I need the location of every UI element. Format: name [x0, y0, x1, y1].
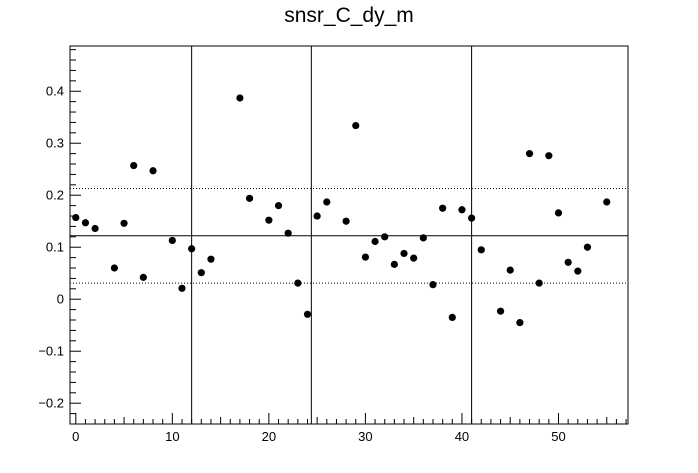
data-point	[574, 267, 582, 275]
data-point	[554, 209, 563, 217]
x-tick-label: 40	[455, 429, 469, 444]
data-point	[525, 150, 534, 158]
data-point	[361, 253, 370, 261]
x-tick-label: 10	[165, 429, 179, 444]
y-tick-label: 0.2	[46, 188, 64, 203]
data-point	[284, 229, 292, 237]
x-tick-label: 50	[551, 429, 565, 444]
chart-title: snsr_C_dy_m	[284, 4, 414, 27]
plot-frame	[69, 45, 629, 425]
x-tick-label: 20	[262, 429, 276, 444]
data-point	[120, 219, 128, 227]
data-point	[381, 233, 389, 241]
x-axis: 0 10 20 30 40 50	[72, 413, 627, 444]
data-point	[274, 202, 283, 210]
data-point	[313, 212, 321, 220]
data-point	[72, 213, 80, 222]
data-point	[352, 121, 360, 130]
data-point	[81, 219, 90, 227]
data-point	[342, 217, 350, 225]
data-point	[110, 264, 119, 272]
data-point	[236, 94, 244, 102]
data-point	[458, 206, 466, 214]
data-point	[400, 249, 408, 258]
data-point	[468, 214, 476, 222]
data-point	[197, 269, 205, 277]
data-points	[72, 94, 611, 327]
data-point	[245, 194, 254, 202]
data-point	[178, 284, 186, 292]
data-point	[294, 279, 302, 287]
data-point	[91, 224, 99, 233]
reference-lines	[70, 46, 628, 424]
data-point	[419, 234, 427, 242]
data-point	[583, 243, 592, 251]
data-point	[149, 167, 157, 175]
data-point	[545, 152, 553, 160]
data-point	[390, 260, 398, 268]
data-point	[535, 279, 543, 287]
y-tick-label: 0.3	[46, 136, 64, 151]
data-point	[371, 237, 379, 246]
data-point	[265, 216, 273, 224]
data-point	[410, 254, 418, 262]
data-point	[448, 313, 456, 322]
data-point	[516, 319, 524, 327]
data-point	[429, 281, 437, 289]
data-point	[188, 245, 196, 253]
data-point	[477, 246, 485, 254]
y-tick-label: −0.2	[38, 396, 64, 411]
data-point	[139, 273, 147, 281]
data-point	[130, 161, 138, 170]
x-tick-label: 30	[358, 429, 372, 444]
data-point	[207, 255, 215, 263]
y-tick-label: 0	[57, 292, 64, 307]
data-point	[439, 204, 447, 212]
data-point	[564, 258, 572, 266]
data-point	[168, 236, 176, 245]
data-point	[603, 198, 611, 206]
data-point	[303, 310, 312, 318]
data-point	[506, 266, 514, 274]
x-tick-label: 0	[72, 429, 79, 444]
y-tick-label: 0.4	[46, 84, 64, 99]
data-point	[496, 307, 505, 315]
y-axis: −0.2 −0.1 0 0.1 0.2 0.3 0.4	[38, 49, 81, 425]
data-point	[323, 198, 331, 206]
y-tick-label: 0.1	[46, 240, 64, 255]
y-tick-label: −0.1	[38, 344, 64, 359]
